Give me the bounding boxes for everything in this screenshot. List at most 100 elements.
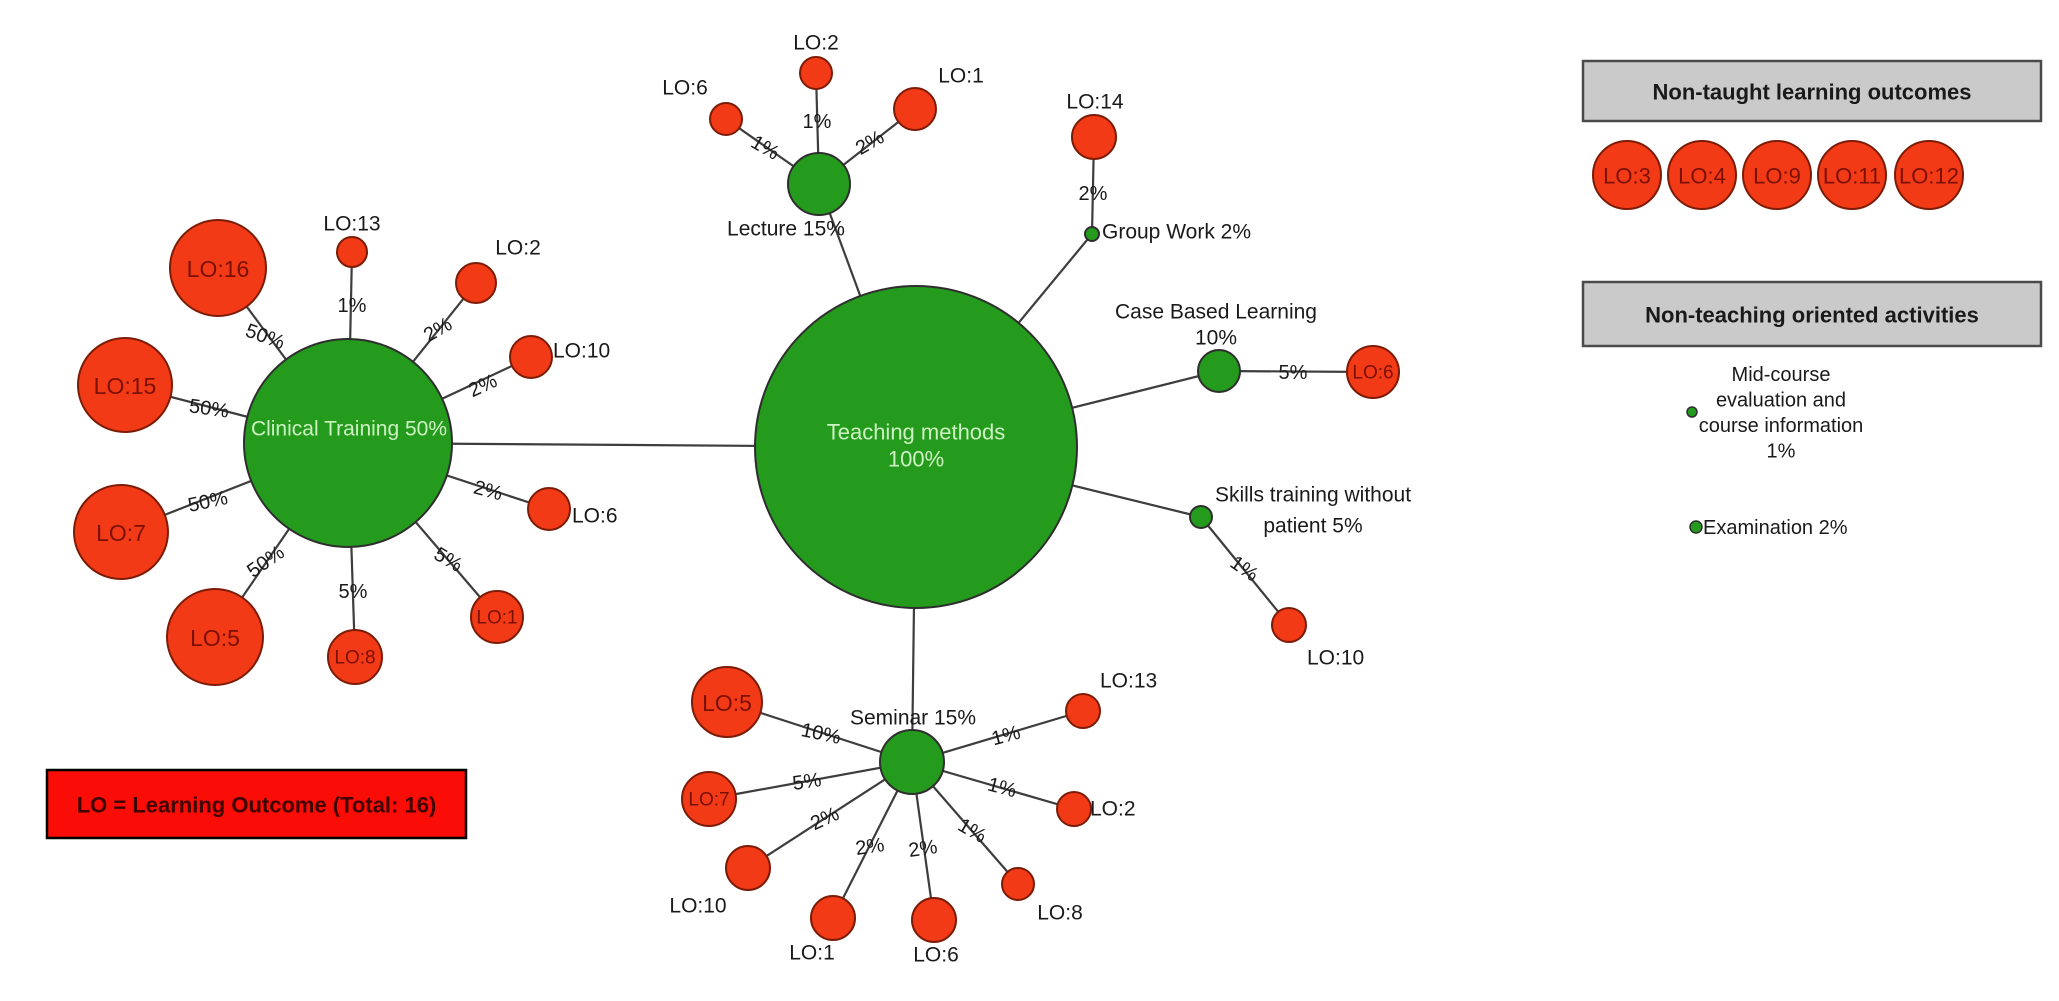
legend-activity-line: course information — [1699, 415, 1864, 437]
satellite-label-lo-13: LO:13 — [1100, 670, 1157, 693]
hub-groupwork — [1084, 226, 1100, 242]
nodes-layer — [45, 56, 2043, 943]
edge-percent-label: 50% — [243, 541, 289, 582]
satellite-label-lo-6: LO:6 — [662, 77, 708, 100]
satellite-label-lo-1: LO:1 — [789, 942, 835, 965]
satellite-label-lo-2: LO:2 — [495, 237, 541, 260]
satellite-clinical-lo-16 — [169, 219, 267, 317]
note-box — [45, 768, 468, 840]
legend-box-non-taught — [1581, 59, 2043, 123]
satellite-clinical-lo-13 — [336, 236, 368, 268]
hub-label-lecture: Lecture 15% — [727, 218, 845, 241]
satellite-seminar-lo-1 — [810, 895, 856, 941]
legend-circle-lo-12 — [1894, 140, 1964, 210]
hub-label-clinical: Clinical Training 50% — [251, 418, 447, 441]
legend-title-non-taught: Non-taught learning outcomes — [1653, 80, 1972, 105]
hub-lecture — [787, 152, 851, 216]
edge-percent-label: 2% — [471, 477, 505, 506]
hub-skills — [1189, 505, 1213, 529]
satellite-label-lo-6: LO:6 — [913, 944, 959, 967]
legend-circle-lo-4 — [1667, 140, 1737, 210]
satellite-lecture-lo-6 — [709, 102, 743, 136]
satellite-seminar-lo-10 — [725, 845, 771, 891]
edge-percent-label: 1% — [803, 111, 832, 133]
hub-label-cbl: Case Based Learning — [1115, 301, 1317, 324]
legend-activity-line: evaluation and — [1716, 390, 1846, 412]
hub-label-teaching: 100% — [888, 447, 944, 472]
edge-skills-lo-10 — [1200, 516, 1290, 626]
satellite-label-lo-14: LO:14 — [1066, 91, 1124, 114]
satellite-label-lo-10: LO:10 — [1307, 647, 1364, 670]
edge-percent-label: 1% — [989, 722, 1023, 751]
edge-percent-label: 1% — [338, 295, 367, 317]
legend-circle-lo-11 — [1817, 140, 1887, 210]
legend-activity-line: Examination 2% — [1703, 517, 1848, 539]
hub-label-groupwork: Group Work 2% — [1102, 221, 1251, 244]
satellite-clinical-lo-1 — [470, 590, 524, 644]
satellite-label-lo-7: LO:7 — [688, 790, 729, 811]
legend-circle-label-lo-4: LO:4 — [1678, 164, 1726, 189]
edge-percent-label: 1% — [985, 774, 1019, 803]
satellite-label-lo-2: LO:2 — [793, 32, 839, 55]
satellite-lecture-lo-1 — [893, 87, 937, 131]
edge-percent-label: 50% — [186, 487, 230, 517]
satellite-clinical-lo-15 — [77, 337, 173, 433]
edge-percent-label: 5% — [791, 769, 823, 795]
legend-dot-0 — [1686, 406, 1698, 418]
satellite-clinical-lo-5 — [166, 588, 264, 686]
edge-percent-label: 50% — [188, 395, 231, 422]
satellite-label-lo-1: LO:1 — [476, 608, 517, 629]
legend-box-non-teaching — [1581, 280, 2043, 348]
legend-activity-line: Mid-course — [1732, 364, 1831, 386]
satellite-label-lo-8: LO:8 — [334, 648, 375, 669]
hub-clinical — [243, 338, 453, 548]
satellite-label-lo-10: LO:10 — [669, 895, 726, 918]
hub-label-cbl: 10% — [1195, 327, 1237, 350]
satellite-lecture-lo-2 — [799, 56, 833, 90]
satellite-seminar-lo-6 — [911, 897, 957, 943]
edge-seminar-lo-7 — [708, 760, 913, 801]
satellite-label-lo-2: LO:2 — [1090, 798, 1136, 821]
satellite-label-lo-5: LO:5 — [702, 690, 752, 716]
satellite-seminar-lo-13 — [1065, 693, 1101, 729]
legend-circle-label-lo-9: LO:9 — [1753, 164, 1801, 189]
satellite-groupwork-lo-14 — [1071, 114, 1117, 160]
legend-circle-label-lo-11: LO:11 — [1823, 164, 1881, 189]
legend-activity-line: 1% — [1767, 441, 1796, 463]
edge-percent-label: 2% — [807, 803, 843, 835]
satellite-label-lo-10: LO:10 — [553, 340, 610, 363]
legend-title-non-teaching: Non-teaching oriented activities — [1645, 303, 1979, 328]
satellite-label-lo-1: LO:1 — [938, 65, 984, 88]
edge-percent-label: 5% — [430, 543, 466, 577]
satellite-label-lo-8: LO:8 — [1037, 902, 1083, 925]
edge-percent-label: 2% — [1079, 183, 1108, 205]
satellite-label-lo-16: LO:16 — [187, 256, 250, 282]
legend-circle-label-lo-12: LO:12 — [1899, 164, 1959, 189]
edge-percent-label: 5% — [339, 581, 368, 603]
legend-dot-1 — [1689, 520, 1703, 534]
satellite-clinical-lo-10 — [509, 335, 553, 379]
satellite-seminar-lo-7 — [681, 771, 737, 827]
satellite-clinical-lo-2 — [455, 262, 497, 304]
hub-label-teaching: Teaching methods — [827, 420, 1006, 445]
satellite-skills-lo-10 — [1271, 607, 1307, 643]
satellite-clinical-lo-8 — [327, 629, 383, 685]
hub-seminar — [879, 729, 945, 795]
edge-percent-label: 2% — [420, 313, 456, 347]
edge-percent-label: 50% — [242, 320, 287, 354]
satellite-label-lo-7: LO:7 — [96, 520, 146, 546]
legend-circle-lo-3 — [1592, 140, 1662, 210]
hub-cbl — [1197, 349, 1241, 393]
satellite-seminar-lo-8 — [1001, 867, 1035, 901]
legend-circle-label-lo-3: LO:3 — [1603, 164, 1651, 189]
hub-label-skills: patient 5% — [1263, 515, 1362, 538]
edge-percent-label: 2% — [854, 834, 886, 860]
satellite-seminar-lo-5 — [691, 666, 763, 738]
edge-percent-label: 2% — [907, 836, 939, 862]
satellite-seminar-lo-2 — [1056, 791, 1092, 827]
legend-circle-lo-9 — [1742, 140, 1812, 210]
hub-teaching — [754, 285, 1078, 609]
